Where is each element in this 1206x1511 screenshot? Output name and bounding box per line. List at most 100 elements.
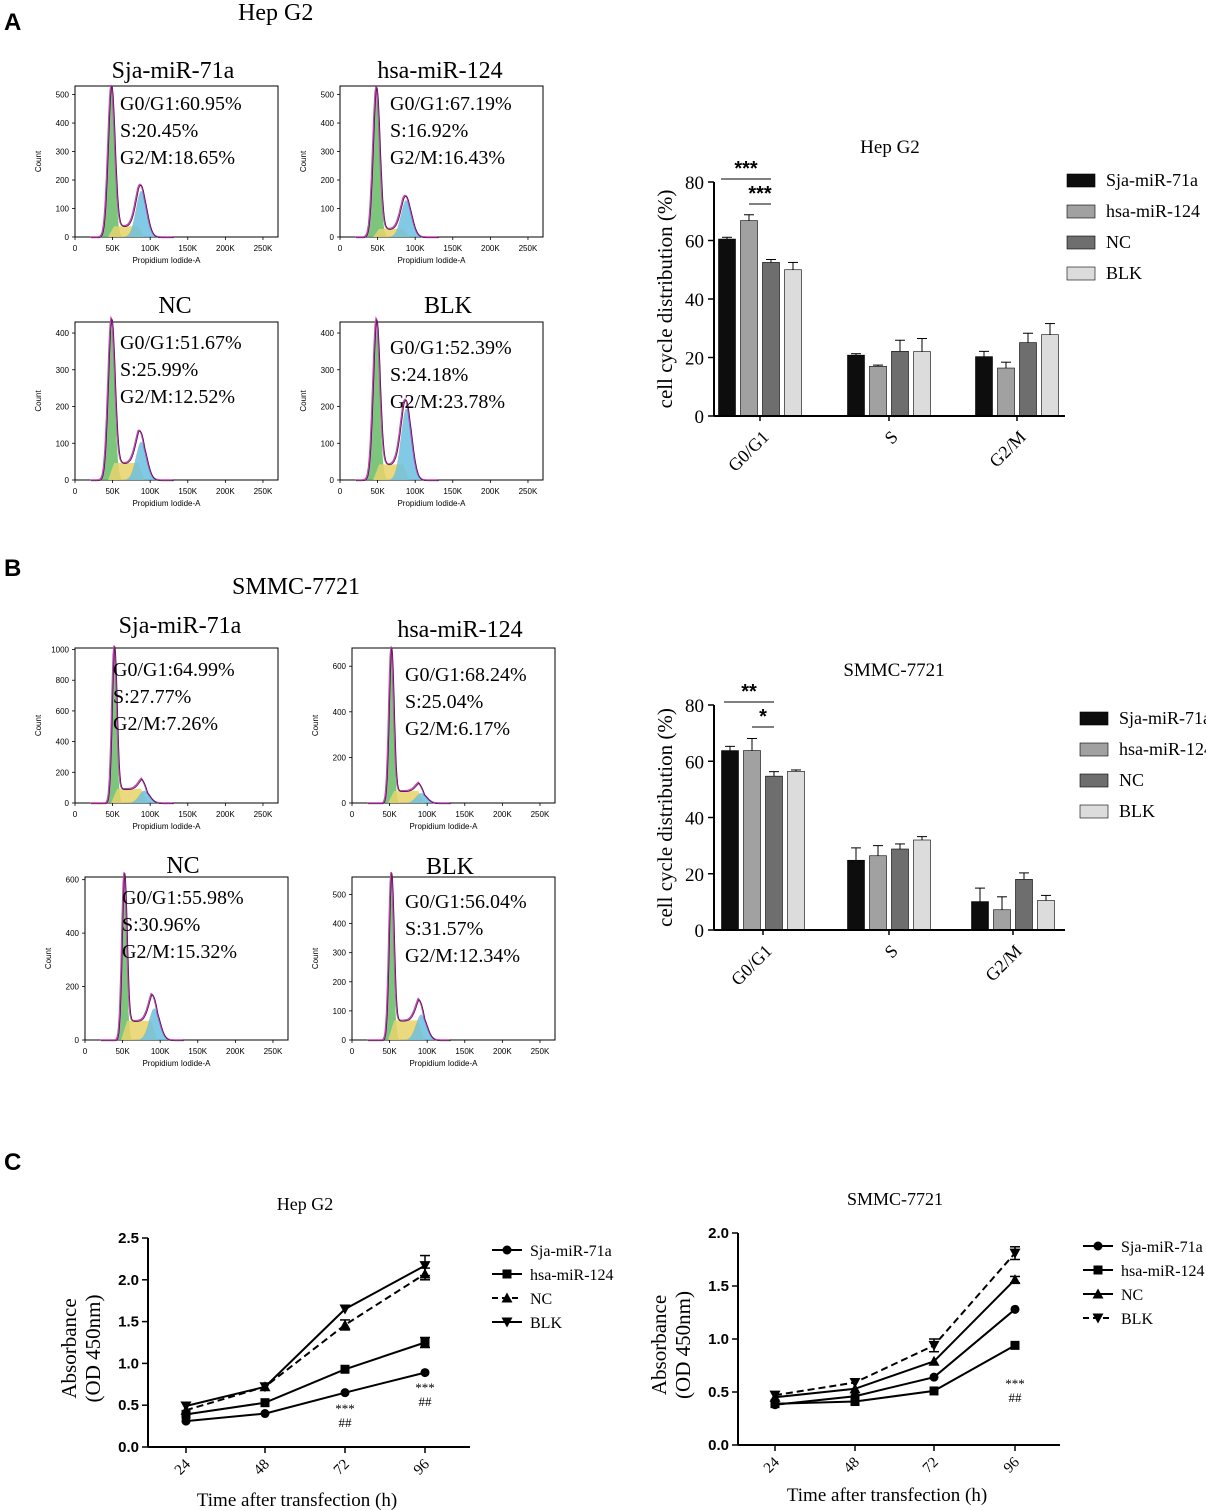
x-tick-label: 150K: [443, 244, 462, 253]
x-tick-label: 0: [73, 810, 78, 819]
x-tick-label: 150K: [178, 487, 197, 496]
g0-g1-percentage: G0/G1:64.99%: [113, 659, 235, 681]
y-tick-label: 1000: [51, 646, 69, 655]
histogram-frame: [74, 321, 279, 481]
x-axis-label: Propidium Iodide-A: [132, 256, 201, 265]
histogram-title: NC: [166, 853, 199, 879]
x-axis-label: Time after transfection (h): [787, 1485, 987, 1506]
bar: [971, 901, 989, 931]
y-tick-label: 1.5: [708, 1278, 729, 1295]
legend-label: hsa-miR-124: [1106, 201, 1200, 221]
flow-histogram: 0 100 200 300 400 500 0 50K 100K 150K 200K 250K Prop…: [34, 58, 279, 265]
significance-marker: ***: [734, 158, 758, 180]
x-tick-label: 24: [172, 1456, 194, 1478]
histogram-frame: [74, 647, 279, 804]
bar: [869, 365, 887, 417]
y-tick-label: 40: [685, 290, 704, 311]
y-axis-label: Absorbance: [647, 1295, 671, 1395]
x-tick-label: 250K: [254, 487, 273, 496]
x-axis-label: Propidium Iodide-A: [397, 499, 466, 508]
fit-curve: [90, 84, 173, 238]
x-tick-label: 150K: [443, 487, 462, 496]
x-tick-label: 0: [338, 487, 343, 496]
y-axis-label: cell cycle distribution (%): [653, 190, 677, 409]
significance-annotation: ***: [335, 1401, 355, 1416]
data-point: [849, 1383, 861, 1394]
data-point: [501, 1292, 513, 1303]
histogram-title: hsa-miR-124: [397, 617, 522, 643]
bar: [762, 262, 780, 417]
x-tick-label: 150K: [178, 810, 197, 819]
data-point: [1093, 1265, 1103, 1275]
y-tick-label: 200: [56, 403, 70, 412]
histogram-title: BLK: [424, 293, 473, 319]
series-line: [185, 1371, 426, 1423]
data-curve: [367, 647, 451, 805]
legend-swatch: [1079, 711, 1109, 726]
series-line: [774, 1252, 1016, 1397]
line-chart-line_hepg2: 0.0 0.5 1.0 1.5 2.0 2.5 24 48 72 96 Time after tra…: [57, 1194, 614, 1511]
x-tick-label: 250K: [519, 487, 538, 496]
legend-label: hsa-miR-124: [1121, 1263, 1205, 1280]
data-point: [928, 1340, 940, 1351]
data-point: [1093, 1241, 1103, 1251]
flow-histogram: 0 200 400 600 0 50K 100K 150K 200K 250K Propidium …: [311, 617, 556, 831]
fit-curve: [90, 645, 173, 804]
y-tick-label: 200: [66, 983, 80, 992]
category-label: G2/M: [981, 941, 1026, 986]
x-tick-label: 200K: [481, 487, 500, 496]
x-tick-label: 100K: [141, 244, 160, 253]
data-point: [339, 1319, 351, 1330]
data-curve: [100, 873, 184, 1042]
data-point: [928, 1355, 940, 1366]
x-tick-label: 250K: [254, 244, 273, 253]
x-tick-label: 200K: [216, 810, 235, 819]
data-point: [260, 1398, 270, 1408]
g2-m-percentage: G2/M:15.32%: [122, 941, 237, 963]
panel-a-title: Hep G2: [238, 0, 313, 26]
x-tick-label: 150K: [455, 1047, 474, 1056]
histogram-frame: [351, 876, 556, 1041]
category-label: G0/G1: [724, 427, 773, 476]
y-tick-label: 2.5: [118, 1230, 139, 1247]
y-tick-label: 300: [321, 148, 335, 157]
y-tick-label: 60: [685, 232, 704, 253]
histogram-frame: [74, 85, 279, 238]
y-tick-label: 400: [333, 920, 347, 929]
x-tick-label: 48: [251, 1457, 273, 1479]
legend-label: BLK: [1106, 263, 1142, 283]
g2-m-percentage: G2/M:12.52%: [120, 386, 235, 408]
bar: [913, 351, 931, 417]
y-tick-label: 200: [333, 753, 347, 762]
y-axis-label: Absorbance: [57, 1298, 81, 1398]
flow-histogram: 0 100 200 300 400 0 50K 100K 150K 200K 250K Propidi…: [299, 293, 544, 508]
y-tick-label: 200: [56, 768, 70, 777]
legend-label: Sja-miR-71a: [1119, 708, 1206, 728]
x-tick-label: 250K: [531, 810, 550, 819]
y-tick-label: 300: [321, 366, 335, 375]
data-point: [769, 1390, 781, 1401]
x-tick-label: 200K: [493, 810, 512, 819]
fit-curve: [367, 871, 450, 1041]
y-axis-label: cell cycle distribution (%): [653, 708, 677, 927]
y-tick-label: 100: [56, 439, 70, 448]
data-point: [339, 1304, 351, 1315]
g2-m-percentage: G2/M:16.43%: [390, 147, 505, 169]
flow-histogram: 0 100 200 300 400 0 50K 100K 150K 200K 250K Propidi…: [34, 293, 279, 508]
legend-swatch: [1066, 266, 1096, 281]
x-tick-label: 48: [841, 1455, 863, 1477]
x-axis-label: Propidium Iodide-A: [409, 822, 478, 831]
x-tick-label: 0: [350, 810, 355, 819]
x-axis-label: Propidium Iodide-A: [397, 256, 466, 265]
series-line: [185, 1341, 426, 1416]
g0-g1-percentage: G0/G1:67.19%: [390, 93, 512, 115]
y-tick-label: 400: [321, 119, 335, 128]
g1-peak: [355, 326, 438, 480]
bar: [847, 354, 865, 417]
significance-annotation: ##: [419, 1394, 433, 1409]
y-tick-label: 600: [56, 707, 70, 716]
y-tick-label: 0.5: [708, 1384, 729, 1401]
bar: [1037, 900, 1055, 931]
s-phase-area: [90, 463, 173, 480]
